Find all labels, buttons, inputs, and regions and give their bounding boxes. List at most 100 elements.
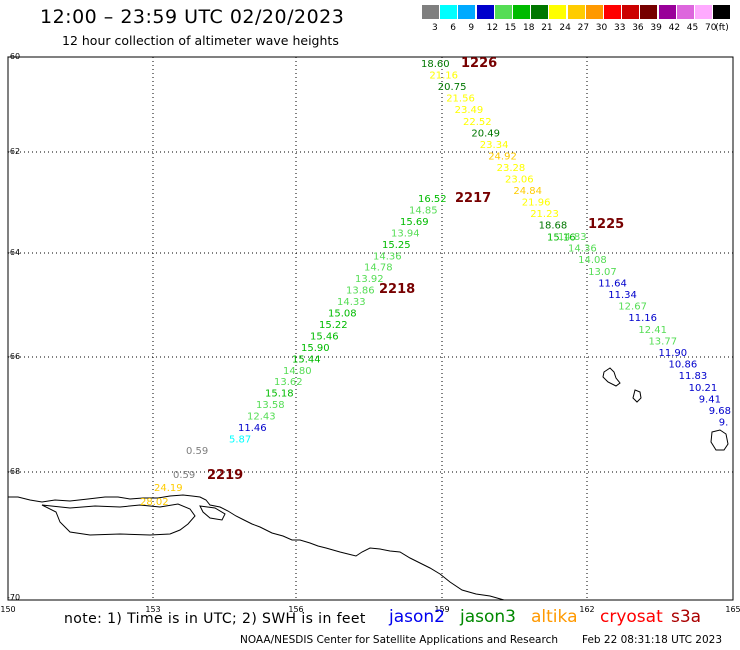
wave-height-value: 14.36 [373, 251, 402, 262]
wave-height-value: 24.92 [488, 151, 517, 162]
longitude-label: 162 [579, 605, 594, 614]
wave-height-value: 20.49 [471, 128, 500, 139]
graticule: -60 -62 -64 -66 -68 -70 150 153 156 159 162 165 [0, 52, 740, 614]
wave-height-value: 22.52 [463, 117, 492, 128]
wave-height-value: 15.16 [547, 232, 576, 243]
wave-height-value: 13.86 [346, 286, 375, 297]
colorbar-swatch [658, 5, 676, 19]
wave-height-value: 20.75 [438, 82, 467, 93]
wave-height-value: 11.34 [608, 290, 637, 301]
colorbar-label: 27 [577, 23, 590, 33]
footer-note: note: 1) Time is in UTC; 2) SWH is in fe… [64, 611, 366, 627]
wave-height-value: 9.41 [699, 394, 721, 405]
wave-height-value: 0.59 [173, 470, 195, 481]
wave-height-value: 9.68 [709, 406, 731, 417]
wave-height-value: 14.78 [364, 263, 393, 274]
map-subtitle: 12 hour collection of altimeter wave hei… [62, 33, 339, 48]
wave-height-value: 5.87 [229, 434, 251, 445]
colorbar-label: 30 [595, 23, 608, 33]
wave-height-value: 14.83 [558, 232, 587, 243]
colorbar-swatch [604, 5, 621, 19]
colorbar-label: 15 [504, 23, 517, 33]
coastline [8, 367, 729, 601]
wave-height-value: 12.41 [638, 325, 667, 336]
colorbar-swatch [531, 5, 549, 19]
wave-height-value: 21.56 [446, 94, 475, 105]
wave-height-value: 13.62 [274, 377, 303, 388]
latitude-label: -64 [7, 248, 20, 257]
wave-height-value: 15.44 [292, 354, 321, 365]
colorbar-swatch [713, 5, 731, 19]
wave-height-value: 15.46 [310, 331, 339, 342]
colorbar-label: 33 [614, 23, 626, 33]
latitude-label: -68 [7, 467, 20, 476]
wave-height-value: 28.02 [140, 497, 169, 508]
wave-height-value: 12.67 [618, 302, 647, 313]
colorbar-label: 12 [486, 23, 499, 33]
wave-height-value: 15.08 [328, 309, 357, 320]
latitude-label: -70 [7, 593, 20, 602]
satellite-legend-item: jason2 [389, 607, 445, 627]
satellite-legend-item: altika [531, 607, 578, 627]
colorbar-label: 21 [541, 23, 553, 33]
colorbar-swatch [585, 5, 603, 19]
colorbar-label: 18 [523, 23, 535, 33]
wave-height-value: 14.85 [409, 205, 438, 216]
latitude-label: -66 [7, 352, 20, 361]
colorbar-label: 9 [468, 23, 475, 33]
wave-height-value: 21.96 [522, 198, 551, 209]
wave-height-value: 24.84 [513, 186, 542, 197]
wave-height-value: 13.77 [648, 336, 677, 347]
pass-number-label: 1226 [461, 56, 497, 71]
colorbar-swatch [440, 5, 458, 19]
longitude-label: 153 [145, 605, 160, 614]
wave-height-value: 14.36 [568, 244, 597, 255]
longitude-label: 159 [434, 605, 449, 614]
colorbar-unit: (ft) [715, 23, 729, 33]
wave-height-value: 15.22 [319, 320, 348, 331]
latitude-label: -62 [7, 147, 20, 156]
colorbar-label: 45 [686, 23, 699, 33]
longitude-label: 165 [725, 605, 740, 614]
wave-height-value: 12.43 [247, 412, 276, 423]
colorbar-swatch [676, 5, 694, 19]
wave-height-value: 15.69 [400, 217, 429, 228]
wave-height-value: 14.80 [283, 366, 312, 377]
wave-height-value: 15.90 [301, 343, 330, 354]
wave-height-value: 13.94 [391, 228, 420, 239]
satellite-legend-item: cryosat [600, 607, 663, 627]
wave-height-value: 13.58 [256, 400, 285, 411]
colorbar-swatch [640, 5, 658, 19]
wave-height-value: 23.06 [505, 175, 534, 186]
wave-height-value: 21.23 [530, 209, 559, 220]
colorbar-swatch [549, 5, 567, 19]
wave-height-value: 13.92 [355, 274, 384, 285]
wave-height-value: 11.83 [679, 371, 708, 382]
colorbar-swatch [458, 5, 476, 19]
wave-height-value: 11.90 [659, 348, 688, 359]
colorbar-label: 24 [559, 23, 571, 33]
wave-height-value: 23.49 [455, 105, 484, 116]
altimeter-readings: 18.6021.1620.7521.5623.4922.5220.4923.34… [140, 59, 731, 508]
map-frame [7, 56, 734, 601]
wave-height-value: 13.07 [588, 267, 617, 278]
generated-timestamp: Feb 22 08:31:18 UTC 2023 [582, 634, 722, 646]
pass-number-label: 2219 [207, 468, 243, 483]
pass-number-label: 1225 [588, 217, 624, 232]
wave-height-value: 24.19 [154, 483, 183, 494]
colorbar-label: 39 [650, 23, 662, 33]
latitude-label: -60 [7, 52, 20, 61]
wave-height-value: 10.21 [689, 383, 718, 394]
wave-height-value: 16.52 [418, 194, 447, 205]
longitude-label: 156 [288, 605, 303, 614]
wave-height-value: 14.08 [578, 255, 607, 266]
wave-height-value: 0.59 [186, 446, 208, 457]
colorbar-swatch [494, 5, 512, 19]
colorbar-label: 36 [632, 23, 644, 33]
pass-labels: 1226 2217 1225 2218 2219 [207, 56, 624, 483]
colorbar-label: 42 [668, 23, 681, 33]
wave-height-value: 15.25 [382, 240, 411, 251]
colorbar-swatch [695, 5, 712, 19]
wave-height-value: 11.64 [598, 278, 627, 289]
wave-height-value: 11.46 [238, 423, 267, 434]
